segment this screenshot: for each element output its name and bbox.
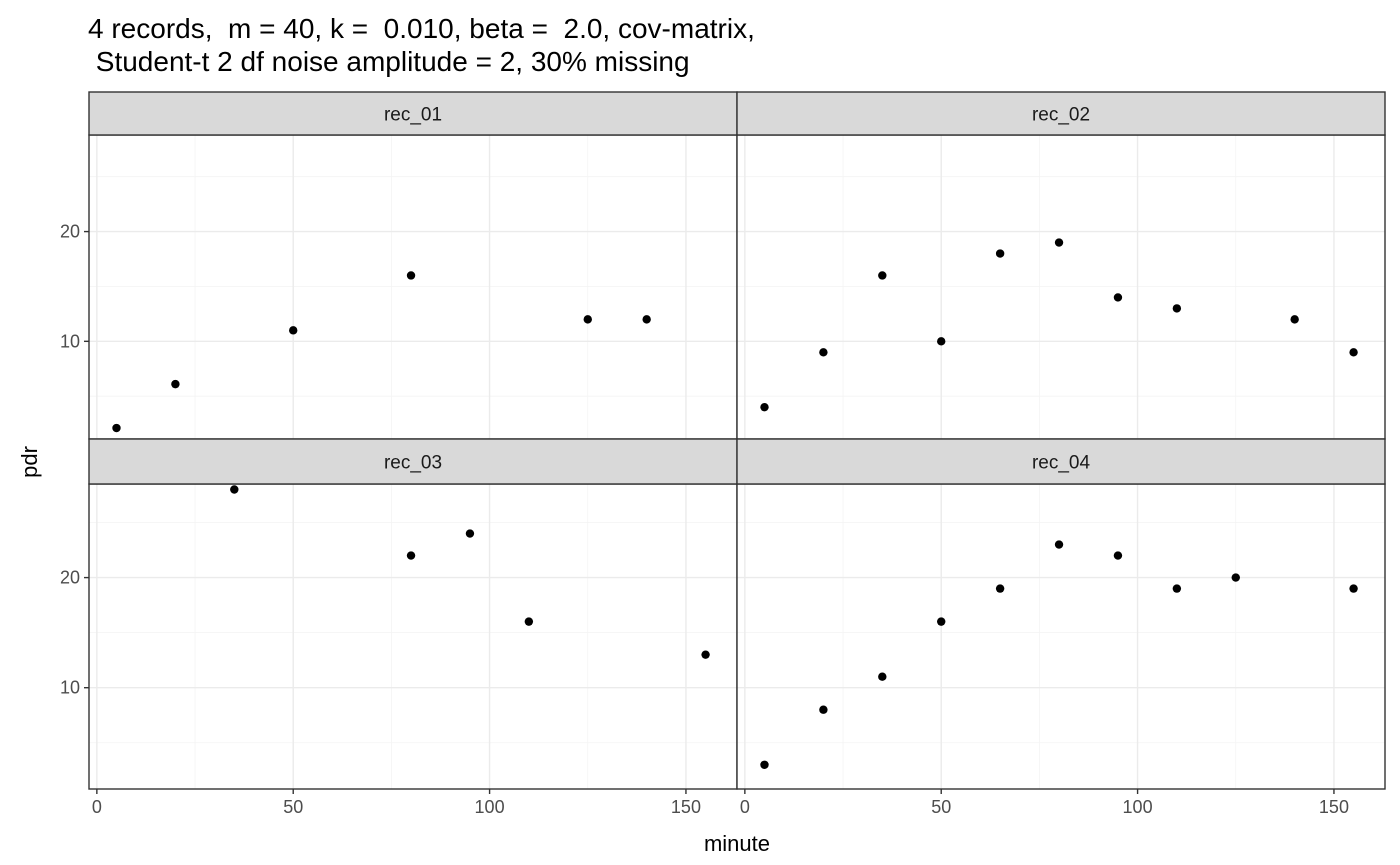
panel-background [89, 135, 737, 439]
data-point [878, 672, 887, 681]
x-tick-label: 100 [1123, 797, 1153, 817]
data-point [937, 617, 946, 626]
data-point [642, 315, 651, 324]
facet-strip [88, 438, 738, 485]
data-point [760, 402, 769, 412]
panel-background [737, 484, 1385, 789]
data-point [406, 551, 416, 560]
data-point [1113, 293, 1123, 302]
data-point [289, 326, 298, 335]
x-tick-label: 150 [671, 797, 701, 817]
facet-strip-label: rec_03 [384, 453, 442, 474]
facet-panel-rec_04: rec_04 0 50 100 150 [736, 438, 1386, 817]
chart-title-line-2: Student-t 2 df noise amplitude = 2, 30% … [88, 46, 690, 77]
data-point [819, 348, 828, 357]
data-point [1172, 584, 1182, 593]
x-tick-label: 50 [931, 797, 951, 817]
data-point [760, 760, 769, 769]
y-tick-label: 10 [60, 678, 80, 698]
data-point [701, 650, 710, 659]
facet-panel-rec_02: rec_02 [736, 91, 1386, 440]
facet-panel-rec_03: rec_03 10 20 0 50 100 150 [60, 438, 738, 817]
data-point [406, 271, 416, 280]
data-point [995, 249, 1005, 258]
data-point [1054, 238, 1064, 247]
y-axis-title: pdr [17, 446, 42, 478]
data-point [112, 423, 121, 433]
x-tick-label: 50 [283, 797, 303, 817]
facet-strip [736, 91, 1386, 136]
data-point [1349, 584, 1358, 593]
y-tick-label: 20 [60, 568, 80, 588]
data-point [937, 337, 946, 346]
facet-strip-label: rec_01 [384, 105, 442, 126]
data-point [1349, 348, 1358, 357]
x-tick-label: 0 [92, 797, 102, 817]
data-point [1290, 315, 1299, 324]
panel-background [89, 484, 737, 789]
facet-strip [88, 91, 738, 136]
x-tick-label: 150 [1319, 797, 1349, 817]
data-point [1231, 573, 1240, 582]
data-point [171, 379, 180, 389]
x-tick-label: 0 [740, 797, 750, 817]
data-point [583, 315, 592, 324]
y-tick-label: 20 [60, 222, 80, 242]
facet-panel-rec_01: rec_01 10 20 [60, 91, 738, 440]
data-point [995, 584, 1005, 593]
data-point [878, 271, 887, 280]
facet-strip [736, 438, 1386, 485]
data-point [1172, 304, 1182, 313]
facet-strip-label: rec_02 [1032, 105, 1090, 126]
panel-background [737, 135, 1385, 439]
data-point [465, 529, 475, 538]
data-point [819, 705, 828, 714]
data-point [524, 617, 534, 626]
data-point [1113, 551, 1123, 560]
x-tick-label: 100 [475, 797, 505, 817]
facet-strip-label: rec_04 [1032, 453, 1091, 474]
data-point [1054, 540, 1064, 549]
chart-title-line-1: 4 records, m = 40, k = 0.010, beta = 2.0… [88, 13, 755, 44]
y-tick-label: 10 [60, 331, 80, 351]
data-point [230, 485, 239, 494]
x-axis-title: minute [704, 831, 770, 856]
